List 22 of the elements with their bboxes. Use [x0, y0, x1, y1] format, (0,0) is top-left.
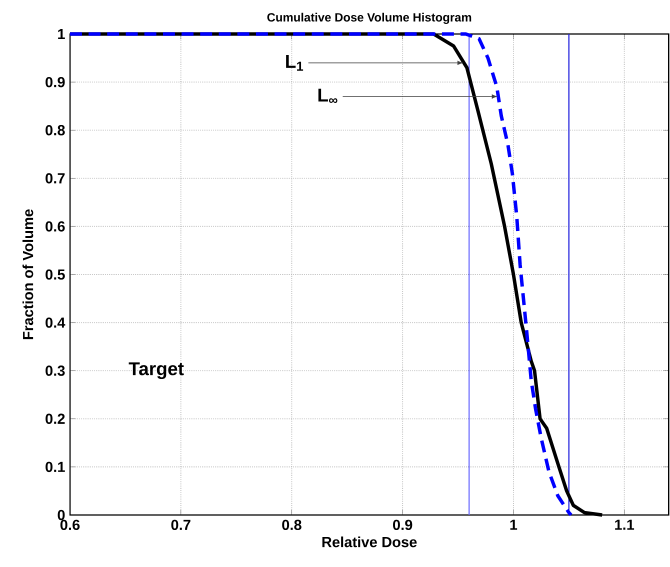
- y-tick-label: 0.3: [46, 366, 65, 376]
- y-tick-label: 0.8: [46, 125, 65, 136]
- y-tick-label: 0.2: [46, 414, 65, 424]
- x-tick-label: 1: [510, 520, 518, 530]
- y-tick-label: 0.5: [46, 269, 65, 280]
- x-tick-label: 1.1: [615, 520, 634, 530]
- y-tick-label: 0.9: [46, 76, 65, 88]
- y-tick-label: 0: [58, 510, 65, 520]
- x-tick-label: 0.8: [282, 520, 302, 530]
- y-tick-label: 0.6: [46, 221, 65, 232]
- x-tick-label: 0.9: [393, 520, 412, 530]
- chart-title: Cumulative Dose Volume Histogram: [267, 12, 472, 24]
- y-axis-title: Fraction of Volume: [22, 209, 34, 340]
- annotation: L$_{∞}$: [318, 88, 338, 103]
- y-tick-label: 1: [58, 28, 65, 40]
- x-tick-label: 0.7: [171, 520, 190, 530]
- y-tick-label: 0.4: [46, 317, 66, 328]
- x-axis-title: Relative Dose: [322, 536, 417, 548]
- annotation: Target: [128, 362, 184, 380]
- y-tick-label: 0.1: [46, 462, 65, 472]
- annotation: L$_{1}$: [286, 55, 304, 71]
- y-tick-label: 0.7: [46, 173, 65, 184]
